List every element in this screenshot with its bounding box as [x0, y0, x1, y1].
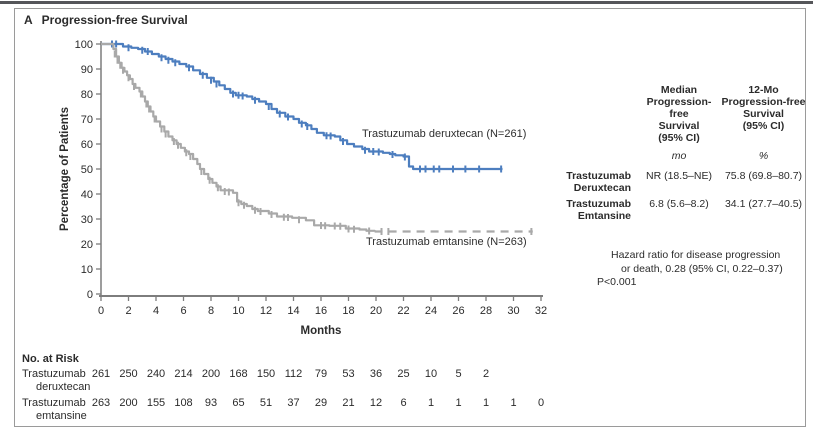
risk-count: 6: [400, 397, 407, 409]
median-emtansine: 6.8 (5.6–8.2): [649, 198, 709, 210]
risk-count: 1: [455, 397, 462, 409]
no-at-risk-title: No. at Risk: [22, 353, 79, 365]
x-tick-label: 26: [452, 305, 464, 317]
risk-count: 2: [482, 368, 490, 380]
km-curve-0: [101, 42, 503, 171]
hazard-ratio-line1: Hazard ratio for disease progression: [611, 249, 781, 261]
x-tick-label: 22: [397, 305, 409, 317]
y-tick-label: 80: [81, 89, 93, 101]
risk-count: 51: [259, 397, 273, 409]
y-tick-label: 60: [81, 139, 93, 151]
x-tick-label: 24: [425, 305, 437, 317]
risk-count: 200: [201, 368, 221, 380]
twelve-mo-deruxtecan: 75.8 (69.8–80.7): [724, 170, 803, 182]
panel-title: A Progression-free Survival: [24, 13, 188, 27]
panel-letter: A: [24, 13, 33, 27]
median-pfs-header: Median Progression-free Survival (95% CI…: [646, 84, 712, 144]
x-tick-label: 2: [125, 305, 131, 317]
km-curve-1: [101, 42, 376, 232]
y-tick-label: 40: [81, 189, 93, 201]
x-tick-label: 18: [342, 305, 354, 317]
hazard-ratio-line2: or death, 0.28 (95% CI, 0.22–0.37): [621, 262, 783, 275]
twelve-mo-pfs-header: 12-Mo Progression-free Survival (95% CI): [721, 84, 806, 132]
risk-label-emtansine-line1: Trastuzumab: [22, 397, 86, 409]
risk-count: 1: [510, 397, 517, 409]
median-unit: mo: [671, 150, 687, 162]
row-label-deruxtecan: Trastuzumab Deruxtecan: [566, 170, 631, 194]
risk-count: 0: [537, 397, 545, 409]
risk-count: 250: [119, 368, 138, 380]
risk-count: 79: [314, 368, 328, 380]
top-rule: [0, 1, 813, 4]
risk-count: 261: [91, 368, 111, 380]
y-tick-label: 30: [81, 214, 93, 226]
risk-count: 1: [427, 397, 435, 409]
y-tick-label: 20: [81, 239, 93, 251]
twelve-mo-emtansine: 34.1 (27.7–40.5): [724, 198, 803, 210]
risk-row-emtansine: 263 200 155 108 93 65 51 37 29 21 12 6 1 1 1 1 0: [0, 397, 813, 411]
x-tick-label: 16: [315, 305, 327, 317]
p-value: P<0.001: [597, 276, 637, 288]
y-tick-label: 90: [81, 64, 93, 76]
y-tick-label: 100: [75, 39, 93, 51]
x-tick-label: 8: [208, 305, 214, 317]
risk-count: 200: [119, 397, 138, 409]
risk-count: 36: [369, 368, 383, 380]
x-tick-label: 14: [287, 305, 299, 317]
y-tick-label: 0: [87, 289, 93, 301]
y-tick-label: 50: [81, 164, 93, 176]
risk-count: 112: [284, 368, 303, 380]
x-tick-label: 28: [480, 305, 492, 317]
y-tick-label: 70: [81, 114, 93, 126]
risk-label-emtansine: Trastuzumab emtansine: [22, 397, 87, 423]
x-tick-label: 6: [180, 305, 186, 317]
hazard-ratio-note: Hazard ratio for disease progression or …: [597, 249, 812, 290]
risk-count: 155: [146, 397, 166, 409]
x-tick-label: 30: [507, 305, 519, 317]
results-table-spacer: [534, 147, 638, 166]
risk-label-deruxtecan: Trastuzumab deruxtecan: [22, 368, 90, 394]
twelve-mo-unit: %: [758, 150, 769, 162]
risk-label-deruxtecan-line2: deruxtecan: [36, 381, 91, 393]
y-tick-label: 10: [81, 264, 93, 276]
risk-count: 25: [397, 368, 410, 380]
curve-label-deruxtecan: Trastuzumab deruxtecan (N=261): [362, 128, 527, 140]
risk-label-deruxtecan-line1: Trastuzumab: [22, 368, 86, 380]
risk-count: 5: [455, 368, 462, 380]
risk-count: 10: [424, 368, 438, 380]
risk-count: 168: [229, 368, 248, 380]
risk-count: 21: [342, 397, 355, 409]
risk-count: 65: [232, 397, 245, 409]
results-table-corner: [534, 84, 638, 144]
curve-label-emtansine: Trastuzumab emtansine (N=263): [366, 236, 527, 248]
x-tick-label: 32: [535, 305, 547, 317]
row-label-emtansine: Trastuzumab Emtansine: [566, 198, 631, 222]
risk-count: 1: [482, 397, 490, 409]
risk-row-deruxtecan: 261 250 240 214 200 168 150 112 79 53 36 25 10 5 2: [0, 368, 813, 382]
risk-count: 263: [91, 397, 111, 409]
risk-count: 29: [314, 397, 328, 409]
figure-panel-border: [14, 8, 806, 427]
risk-count: 53: [342, 368, 355, 380]
x-tick-label: 20: [370, 305, 382, 317]
y-axis-title: Percentage of Patients: [59, 107, 71, 231]
risk-count: 108: [174, 397, 193, 409]
x-tick-label: 4: [153, 305, 159, 317]
risk-count: 150: [256, 368, 276, 380]
risk-count: 240: [146, 368, 166, 380]
risk-count: 37: [287, 397, 300, 409]
risk-label-emtansine-line2: emtansine: [36, 410, 87, 422]
x-axis-title: Months: [301, 325, 342, 337]
x-tick-label: 10: [232, 305, 244, 317]
panel-title-text: Progression-free Survival: [41, 13, 188, 27]
risk-count: 12: [369, 397, 383, 409]
median-deruxtecan: NR (18.5–NE): [646, 170, 712, 182]
x-tick-label: 12: [260, 305, 272, 317]
x-tick-label: 0: [98, 305, 104, 317]
results-table: Median Progression-free Survival (95% CI…: [534, 84, 807, 225]
risk-count: 93: [204, 397, 218, 409]
risk-count: 214: [174, 368, 193, 380]
